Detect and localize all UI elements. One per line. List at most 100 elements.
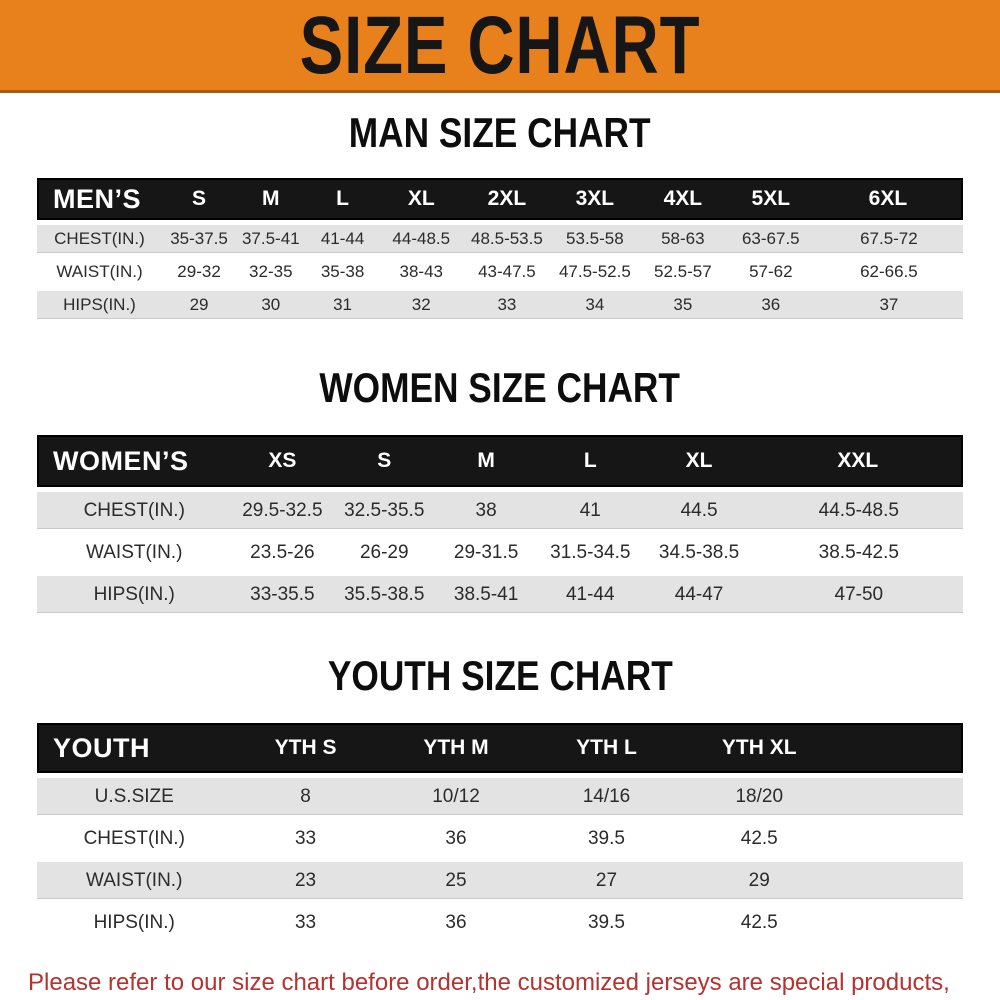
men-size-col-m: M: [236, 178, 306, 220]
cell: 25: [379, 862, 533, 899]
row-label: CHEST(IN.): [37, 492, 232, 529]
disclaimer-line-1: Please refer to our size chart before or…: [28, 969, 950, 996]
row-label: HIPS(IN.): [37, 576, 232, 613]
men-table-label: MEN’S: [37, 178, 162, 220]
cell: 43-47.5: [462, 258, 551, 286]
youth-section-heading: YOUTH SIZE CHART: [0, 652, 1000, 710]
men-size-col-2xl: 2XL: [462, 178, 551, 220]
women-waist-row: WAIST(IN.) 23.5-26 26-29 29-31.5 31.5-34…: [37, 534, 963, 571]
men-size-col-3xl: 3XL: [550, 178, 639, 220]
cell: 42.5: [680, 820, 838, 857]
men-size-col-xl: XL: [379, 178, 463, 220]
cell: 35: [638, 291, 727, 319]
cell: 33: [231, 820, 380, 857]
cell: 38-43: [379, 258, 463, 286]
cell: 23: [231, 862, 380, 899]
row-label: WAIST(IN.): [37, 534, 232, 571]
cell: 36: [379, 820, 533, 857]
cell: 67.5-72: [814, 225, 963, 253]
youth-waist-row: WAIST(IN.) 23 25 27 29: [37, 862, 963, 899]
cell: 32: [379, 291, 463, 319]
banner: SIZE CHART: [0, 0, 1000, 93]
banner-title: SIZE CHART: [299, 0, 701, 91]
cell: 26-29: [333, 534, 436, 571]
youth-heading-text: YOUTH SIZE CHART: [327, 652, 673, 699]
cell: 30: [236, 291, 306, 319]
disclaimer-text: Please refer to our size chart before or…: [28, 962, 990, 1000]
men-size-col-5xl: 5XL: [726, 178, 815, 220]
row-label: CHEST(IN.): [37, 225, 162, 253]
men-size-col-l: L: [305, 178, 380, 220]
cell: 38: [435, 492, 538, 529]
row-label: WAIST(IN.): [37, 862, 232, 899]
cell: 38.5-41: [435, 576, 538, 613]
cell: 34: [550, 291, 639, 319]
youth-ussize-row: U.S.SIZE 8 10/12 14/16 18/20: [37, 778, 963, 815]
men-size-table: MEN’S S M L XL 2XL 3XL 4XL 5XL 6XL CHEST…: [37, 173, 963, 324]
youth-table-label: YOUTH: [37, 723, 232, 773]
women-chest-row: CHEST(IN.) 29.5-32.5 32.5-35.5 38 41 44.…: [37, 492, 963, 529]
women-size-col-xxl: XXL: [754, 435, 963, 487]
women-size-col-xl: XL: [643, 435, 755, 487]
cell: 23.5-26: [231, 534, 334, 571]
cell-spacer: [837, 820, 963, 857]
cell: 37.5-41: [236, 225, 306, 253]
row-label: U.S.SIZE: [37, 778, 232, 815]
cell: 38.5-42.5: [754, 534, 963, 571]
men-waist-row: WAIST(IN.) 29-32 32-35 35-38 38-43 43-47…: [37, 258, 963, 286]
youth-header-spacer: [837, 723, 963, 773]
cell: 44-48.5: [379, 225, 463, 253]
cell: 10/12: [379, 778, 533, 815]
cell: 48.5-53.5: [462, 225, 551, 253]
women-size-col-m: M: [435, 435, 538, 487]
cell: 42.5: [680, 904, 838, 941]
men-size-col-6xl: 6XL: [814, 178, 963, 220]
cell: 31.5-34.5: [537, 534, 644, 571]
youth-hips-row: HIPS(IN.) 33 36 39.5 42.5: [37, 904, 963, 941]
youth-header-row: YOUTH YTH S YTH M YTH L YTH XL: [37, 723, 963, 773]
youth-size-table: YOUTH YTH S YTH M YTH L YTH XL U.S.SIZE …: [37, 718, 963, 946]
cell: 32-35: [236, 258, 306, 286]
youth-chest-row: CHEST(IN.) 33 36 39.5 42.5: [37, 820, 963, 857]
cell: 44-47: [643, 576, 755, 613]
cell: 37: [814, 291, 963, 319]
cell: 33: [231, 904, 380, 941]
women-size-col-l: L: [537, 435, 644, 487]
cell: 62-66.5: [814, 258, 963, 286]
cell: 18/20: [680, 778, 838, 815]
cell: 14/16: [532, 778, 681, 815]
cell: 29: [162, 291, 237, 319]
man-heading-text: MAN SIZE CHART: [349, 109, 651, 156]
cell: 36: [726, 291, 815, 319]
cell: 8: [231, 778, 380, 815]
men-size-col-s: S: [162, 178, 237, 220]
women-size-col-xs: XS: [231, 435, 334, 487]
cell: 63-67.5: [726, 225, 815, 253]
cell: 29: [680, 862, 838, 899]
cell: 53.5-58: [550, 225, 639, 253]
cell: 35-38: [305, 258, 380, 286]
women-header-row: WOMEN’S XS S M L XL XXL: [37, 435, 963, 487]
youth-size-col-l: YTH L: [532, 723, 681, 773]
men-size-col-4xl: 4XL: [638, 178, 727, 220]
cell: 47-50: [754, 576, 963, 613]
cell: 52.5-57: [638, 258, 727, 286]
cell-spacer: [837, 862, 963, 899]
cell: 41-44: [305, 225, 380, 253]
cell: 44.5-48.5: [754, 492, 963, 529]
women-size-col-s: S: [333, 435, 436, 487]
cell: 33: [462, 291, 551, 319]
cell: 41: [537, 492, 644, 529]
cell: 41-44: [537, 576, 644, 613]
row-label: HIPS(IN.): [37, 291, 162, 319]
cell: 35-37.5: [162, 225, 237, 253]
cell-spacer: [837, 904, 963, 941]
youth-size-col-xl: YTH XL: [680, 723, 838, 773]
cell: 31: [305, 291, 380, 319]
men-hips-row: HIPS(IN.) 29 30 31 32 33 34 35 36 37: [37, 291, 963, 319]
cell: 33-35.5: [231, 576, 334, 613]
cell: 39.5: [532, 820, 681, 857]
row-label: HIPS(IN.): [37, 904, 232, 941]
cell: 27: [532, 862, 681, 899]
